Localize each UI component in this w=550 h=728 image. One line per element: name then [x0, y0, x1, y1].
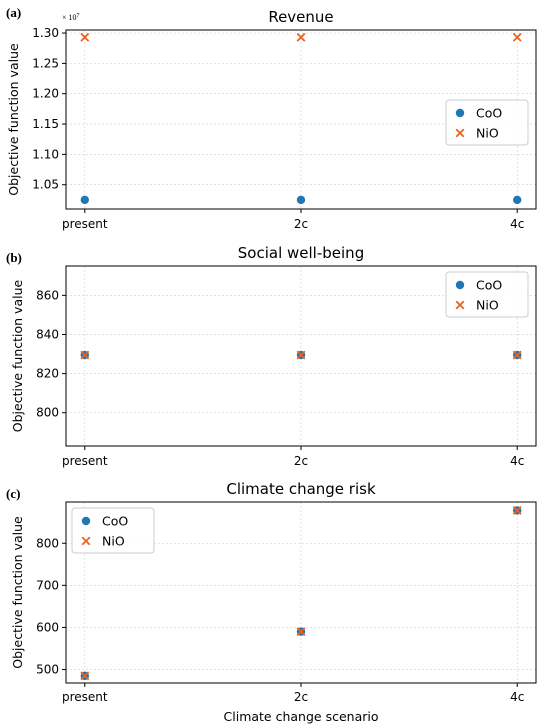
- legend-coo-marker: [81, 516, 91, 526]
- x-tick-label: present: [62, 454, 108, 468]
- y-tick-label: 500: [36, 663, 59, 677]
- y-tick-label: 1.05: [32, 178, 59, 192]
- y-tick-label: 820: [36, 367, 59, 381]
- coo-point: [296, 195, 306, 205]
- legend: CoO NiO: [445, 99, 529, 146]
- legend-label: CoO: [102, 514, 128, 529]
- y-tick-label: 1.30: [32, 26, 59, 40]
- legend-label: NiO: [102, 534, 125, 549]
- y-tick-label: 1.15: [32, 117, 59, 131]
- legend: CoO NiO: [445, 271, 529, 318]
- y-axis-multiplier: × 107: [62, 13, 80, 22]
- y-tick-label: 1.25: [32, 56, 59, 70]
- y-tick-label: 840: [36, 327, 59, 341]
- legend-nio-marker: [81, 536, 91, 546]
- legend-label: CoO: [476, 278, 502, 293]
- legend-coo-marker: [455, 108, 465, 118]
- y-tick-label: 1.10: [32, 147, 59, 161]
- y-axis-label: Objective function value: [10, 279, 25, 432]
- chart-title: Social well-being: [238, 244, 364, 262]
- panel-c: present 2c 4c 500 600 700 800 Climate change ri…: [6, 480, 537, 724]
- panel-label: (a): [6, 5, 21, 20]
- nio-point: [512, 32, 522, 42]
- coo-point: [80, 195, 90, 205]
- panel-label: (c): [6, 486, 20, 501]
- legend-box: [445, 271, 529, 318]
- x-tick-label: 2c: [294, 690, 308, 704]
- x-tick-label: 2c: [294, 454, 308, 468]
- coo-point: [513, 195, 522, 205]
- x-tick-label: 4c: [510, 217, 524, 231]
- legend-box: [71, 507, 155, 554]
- chart-title: Climate change risk: [226, 480, 376, 498]
- x-tick-label: 4c: [510, 690, 524, 704]
- y-tick-label: 1.20: [32, 87, 59, 101]
- x-tick-label: present: [62, 217, 108, 231]
- x-axis-label: Climate change scenario: [224, 709, 379, 724]
- panel-a: present 2c 4c 1.05 1.10 1.15 1.20 1.25 1.30× 107…: [6, 5, 537, 231]
- chart-title: Revenue: [268, 8, 333, 26]
- nio-point: [296, 350, 306, 360]
- legend-nio-marker: [455, 300, 465, 310]
- nio-point: [80, 350, 90, 360]
- nio-point: [80, 671, 90, 681]
- legend-label: CoO: [476, 106, 502, 121]
- x-tick-label: 2c: [294, 217, 308, 231]
- y-tick-label: 860: [36, 288, 59, 302]
- x-tick-label: present: [62, 690, 108, 704]
- y-axis-label: Objective function value: [6, 43, 21, 196]
- legend-nio-marker: [455, 128, 465, 138]
- nio-point: [296, 32, 306, 42]
- y-axis-label: Objective function value: [10, 516, 25, 669]
- nio-point: [80, 32, 90, 42]
- panel-b: present 2c 4c 800 820 840 860 Social well-being…: [6, 244, 537, 468]
- panel-label: (b): [6, 250, 22, 265]
- x-tick-label: 4c: [510, 454, 524, 468]
- y-tick-label: 700: [36, 578, 59, 592]
- legend-box: [445, 99, 529, 146]
- nio-point: [512, 505, 522, 515]
- y-tick-label: 800: [36, 536, 59, 550]
- nio-point: [512, 350, 522, 360]
- nio-point: [296, 627, 306, 637]
- legend-label: NiO: [476, 298, 499, 313]
- legend-coo-marker: [455, 280, 465, 290]
- y-tick-label: 800: [36, 406, 59, 420]
- legend: CoO NiO: [71, 507, 155, 554]
- legend-label: NiO: [476, 126, 499, 141]
- y-tick-label: 600: [36, 620, 59, 634]
- y-axis-multiplier-base: × 10: [62, 13, 77, 22]
- y-axis-multiplier-exponent: 7: [77, 13, 80, 19]
